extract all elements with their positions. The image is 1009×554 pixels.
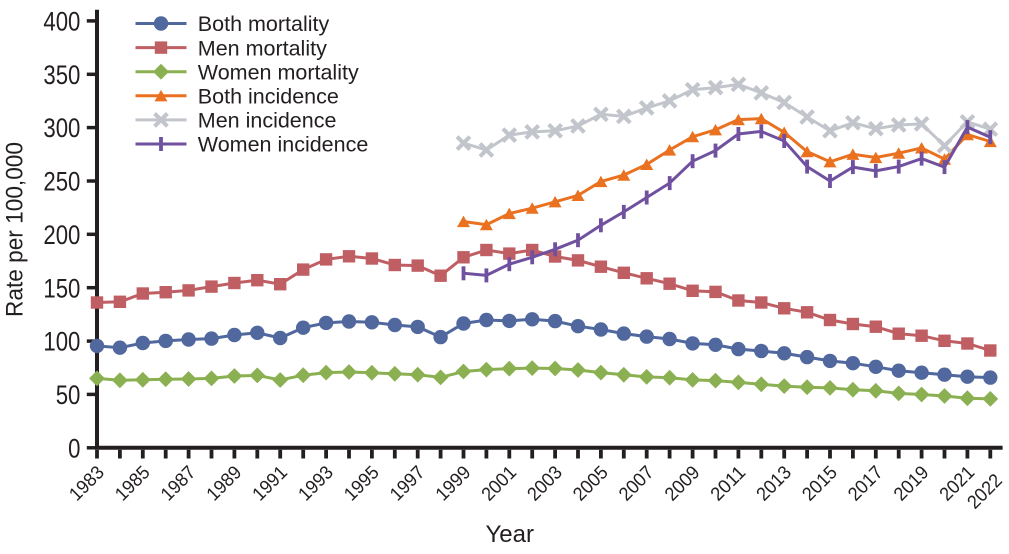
svg-text:200: 200 [43,220,80,250]
svg-text:350: 350 [43,60,80,90]
svg-text:Both incidence: Both incidence [198,85,339,109]
svg-text:400: 400 [43,7,80,37]
svg-text:100: 100 [43,327,80,357]
svg-text:Rate per 100,000: Rate per 100,000 [2,142,29,317]
svg-text:50: 50 [56,380,81,410]
svg-text:Both mortality: Both mortality [198,12,330,36]
svg-text:150: 150 [43,273,80,303]
svg-text:Men incidence: Men incidence [198,109,337,133]
svg-text:Men mortality: Men mortality [198,36,327,60]
svg-text:0: 0 [68,433,80,463]
svg-text:250: 250 [43,167,80,197]
svg-text:Women mortality: Women mortality [198,60,359,84]
svg-text:300: 300 [43,113,80,143]
svg-text:Women incidence: Women incidence [198,133,368,157]
svg-text:Year: Year [485,521,534,548]
